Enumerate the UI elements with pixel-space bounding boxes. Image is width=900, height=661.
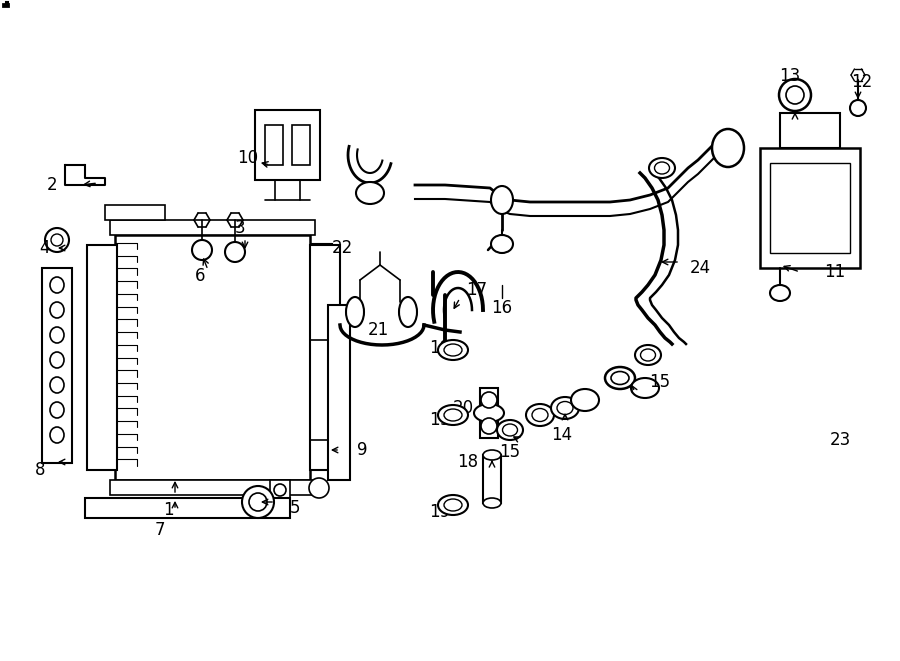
Bar — [760, 148, 860, 268]
Ellipse shape — [635, 345, 661, 365]
Text: 16: 16 — [491, 299, 513, 317]
Text: 15: 15 — [500, 443, 520, 461]
Text: 3: 3 — [235, 219, 246, 237]
Ellipse shape — [438, 405, 468, 425]
Ellipse shape — [444, 344, 462, 356]
Circle shape — [309, 478, 329, 498]
Ellipse shape — [346, 297, 364, 327]
Text: 18: 18 — [457, 453, 479, 471]
Bar — [770, 163, 850, 253]
Ellipse shape — [491, 186, 513, 214]
Ellipse shape — [649, 158, 675, 178]
Ellipse shape — [50, 352, 64, 368]
Text: 15: 15 — [650, 373, 670, 391]
Text: 8: 8 — [35, 461, 45, 479]
Bar — [255, 110, 320, 180]
Circle shape — [779, 79, 811, 111]
Ellipse shape — [399, 297, 417, 327]
Bar — [110, 480, 315, 495]
Text: 13: 13 — [779, 67, 801, 85]
Ellipse shape — [50, 427, 64, 443]
Ellipse shape — [611, 371, 629, 385]
Text: 5: 5 — [290, 499, 301, 517]
Text: 19: 19 — [429, 411, 451, 429]
Ellipse shape — [444, 499, 462, 511]
Ellipse shape — [50, 327, 64, 343]
Bar — [110, 220, 315, 235]
Text: 23: 23 — [830, 431, 850, 449]
Circle shape — [481, 418, 497, 434]
Ellipse shape — [605, 367, 635, 389]
Ellipse shape — [474, 404, 504, 422]
Text: 11: 11 — [824, 263, 846, 281]
Text: 22: 22 — [331, 239, 353, 257]
Circle shape — [716, 136, 740, 160]
Text: 7: 7 — [155, 521, 166, 539]
Ellipse shape — [502, 424, 518, 436]
Circle shape — [45, 228, 69, 252]
Ellipse shape — [497, 420, 523, 440]
Ellipse shape — [50, 377, 64, 393]
Bar — [42, 268, 72, 463]
Circle shape — [51, 234, 63, 246]
Ellipse shape — [483, 450, 501, 460]
Ellipse shape — [356, 182, 384, 204]
Ellipse shape — [50, 402, 64, 418]
Text: 10: 10 — [238, 149, 258, 167]
Bar — [480, 388, 498, 438]
Circle shape — [192, 240, 212, 260]
Ellipse shape — [444, 409, 462, 421]
Ellipse shape — [770, 285, 790, 301]
Ellipse shape — [438, 495, 468, 515]
Ellipse shape — [557, 401, 573, 414]
Text: 24: 24 — [689, 259, 711, 277]
Bar — [328, 305, 350, 480]
Text: 19: 19 — [429, 503, 451, 521]
Text: 1: 1 — [163, 501, 174, 519]
Ellipse shape — [50, 302, 64, 318]
Ellipse shape — [526, 404, 554, 426]
Ellipse shape — [641, 349, 655, 361]
Bar — [6, 1, 8, 3]
Bar — [115, 235, 310, 480]
Bar — [85, 498, 290, 518]
Text: 14: 14 — [552, 426, 572, 444]
Ellipse shape — [50, 277, 64, 293]
Ellipse shape — [532, 408, 548, 422]
Circle shape — [249, 493, 267, 511]
Text: 2: 2 — [47, 176, 58, 194]
Bar — [780, 113, 840, 148]
Circle shape — [786, 86, 804, 104]
Text: 21: 21 — [367, 321, 389, 339]
Circle shape — [225, 242, 245, 262]
Text: 9: 9 — [356, 441, 367, 459]
Ellipse shape — [654, 162, 670, 174]
Ellipse shape — [551, 397, 579, 419]
Ellipse shape — [631, 378, 659, 398]
Text: 19: 19 — [429, 339, 451, 357]
Circle shape — [481, 392, 497, 408]
Ellipse shape — [491, 235, 513, 253]
Bar — [292, 125, 310, 165]
Bar — [483, 455, 501, 503]
Ellipse shape — [712, 129, 744, 167]
Circle shape — [274, 484, 286, 496]
Bar — [265, 125, 283, 165]
Circle shape — [850, 100, 866, 116]
Bar — [270, 480, 290, 500]
Bar — [310, 245, 340, 470]
Ellipse shape — [483, 498, 501, 508]
Text: 12: 12 — [851, 73, 873, 91]
Text: 6: 6 — [194, 267, 205, 285]
Bar — [87, 245, 117, 470]
Ellipse shape — [571, 389, 599, 411]
Text: 17: 17 — [466, 281, 488, 299]
Circle shape — [242, 486, 274, 518]
Bar — [105, 205, 165, 220]
Text: 20: 20 — [453, 399, 473, 417]
Bar — [4, 3, 7, 6]
Ellipse shape — [438, 340, 468, 360]
Text: 4: 4 — [40, 239, 50, 257]
